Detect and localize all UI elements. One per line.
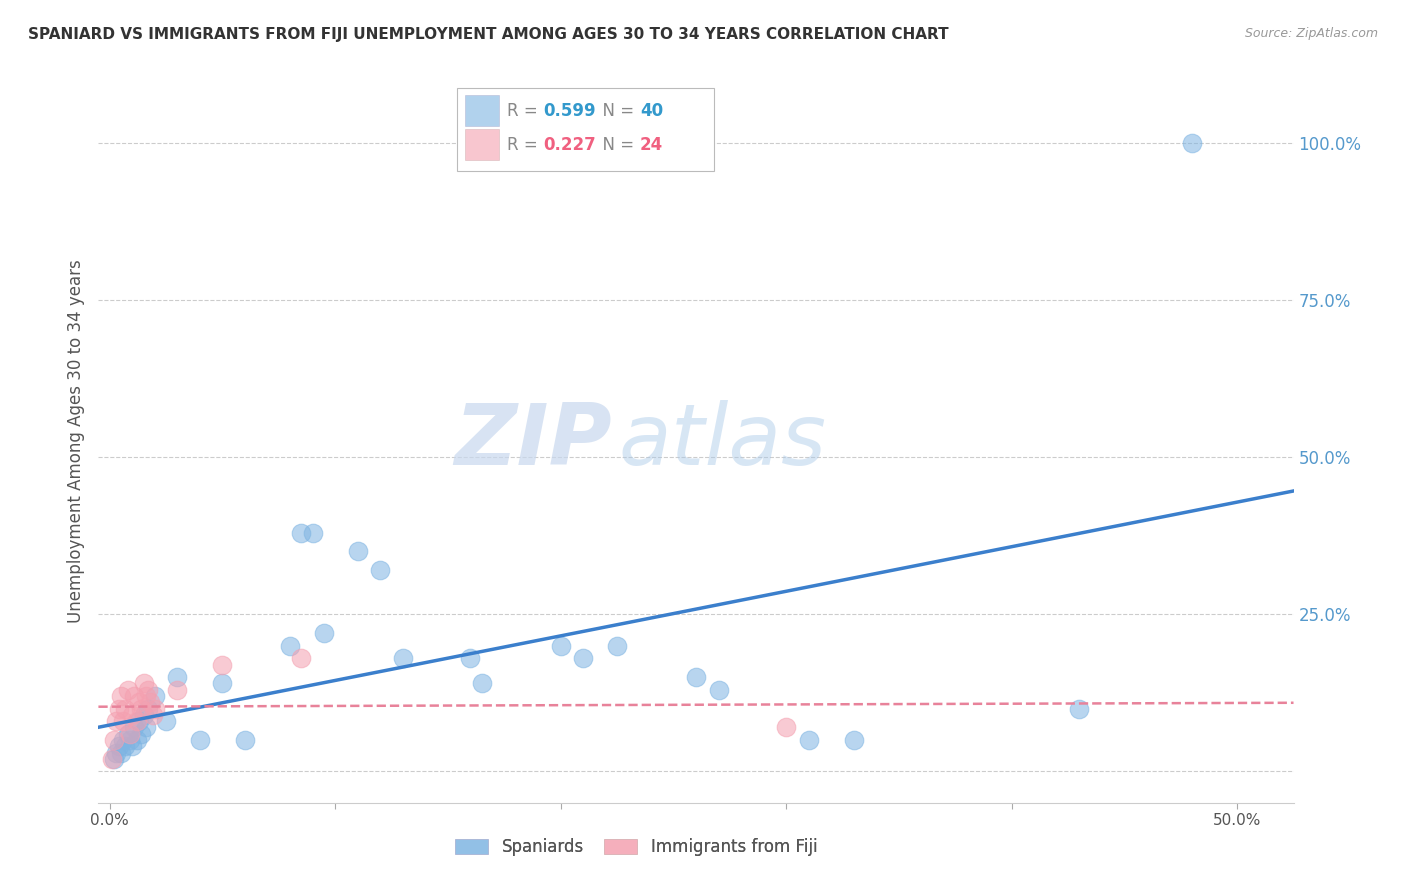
Point (124, 689, 146, 703)
Point (1181, 136, 1204, 150)
Text: R =: R = (508, 102, 543, 120)
Text: N =: N = (592, 102, 640, 120)
Point (290, 651, 312, 665)
Point (188, 733, 211, 747)
Point (112, 733, 135, 747)
Point (312, 626, 335, 640)
Point (211, 676, 233, 690)
Point (110, 746, 132, 760)
Text: 0.227: 0.227 (543, 136, 596, 153)
Point (132, 676, 155, 690)
Point (797, 733, 820, 747)
Point (135, 689, 157, 703)
Point (121, 707, 143, 722)
Text: 40: 40 (640, 102, 662, 120)
Point (117, 682, 139, 697)
Point (775, 720, 797, 734)
Point (132, 707, 155, 722)
Point (118, 727, 141, 741)
Text: ZIP: ZIP (454, 400, 613, 483)
FancyBboxPatch shape (457, 87, 714, 170)
Point (346, 544, 368, 558)
Point (141, 707, 163, 722)
FancyBboxPatch shape (465, 95, 499, 126)
Point (112, 714, 135, 728)
Point (233, 733, 256, 747)
Point (103, 733, 125, 747)
Point (392, 651, 415, 665)
Point (143, 689, 166, 703)
Point (606, 639, 628, 653)
Y-axis label: Unemployment Among Ages 30 to 34 years: Unemployment Among Ages 30 to 34 years (66, 260, 84, 624)
Point (125, 714, 148, 728)
Point (129, 727, 152, 741)
Point (121, 739, 143, 754)
Point (101, 752, 124, 766)
Point (135, 720, 157, 734)
Point (278, 639, 301, 653)
Point (107, 701, 129, 715)
Point (103, 752, 125, 766)
Point (128, 695, 150, 709)
Legend: Spaniards, Immigrants from Fiji: Spaniards, Immigrants from Fiji (449, 831, 824, 863)
Point (211, 657, 233, 672)
Point (143, 701, 166, 715)
Point (471, 676, 494, 690)
Point (136, 682, 159, 697)
Point (155, 714, 177, 728)
Text: 24: 24 (640, 136, 664, 153)
Point (685, 670, 707, 684)
Point (107, 739, 129, 754)
Point (129, 701, 152, 715)
Point (166, 682, 188, 697)
Point (707, 682, 730, 697)
Text: N =: N = (592, 136, 640, 153)
Point (572, 651, 595, 665)
Point (125, 733, 148, 747)
Point (124, 720, 146, 734)
Point (114, 701, 136, 715)
Point (105, 746, 128, 760)
Point (460, 651, 482, 665)
Text: 0.599: 0.599 (543, 102, 596, 120)
Point (139, 695, 162, 709)
Point (1069, 701, 1091, 715)
Point (105, 714, 128, 728)
Text: SPANIARD VS IMMIGRANTS FROM FIJI UNEMPLOYMENT AMONG AGES 30 TO 34 YEARS CORRELAT: SPANIARD VS IMMIGRANTS FROM FIJI UNEMPLO… (28, 27, 949, 42)
FancyBboxPatch shape (465, 129, 499, 160)
Point (118, 733, 141, 747)
Text: Source: ZipAtlas.com: Source: ZipAtlas.com (1244, 27, 1378, 40)
Point (550, 639, 572, 653)
Point (110, 689, 132, 703)
Text: atlas: atlas (619, 400, 827, 483)
Point (290, 525, 312, 540)
Point (368, 563, 391, 577)
Point (117, 727, 139, 741)
Point (136, 701, 159, 715)
Point (114, 739, 136, 754)
Point (301, 525, 323, 540)
Point (128, 714, 150, 728)
Point (166, 670, 188, 684)
Text: R =: R = (508, 136, 543, 153)
Point (842, 733, 865, 747)
